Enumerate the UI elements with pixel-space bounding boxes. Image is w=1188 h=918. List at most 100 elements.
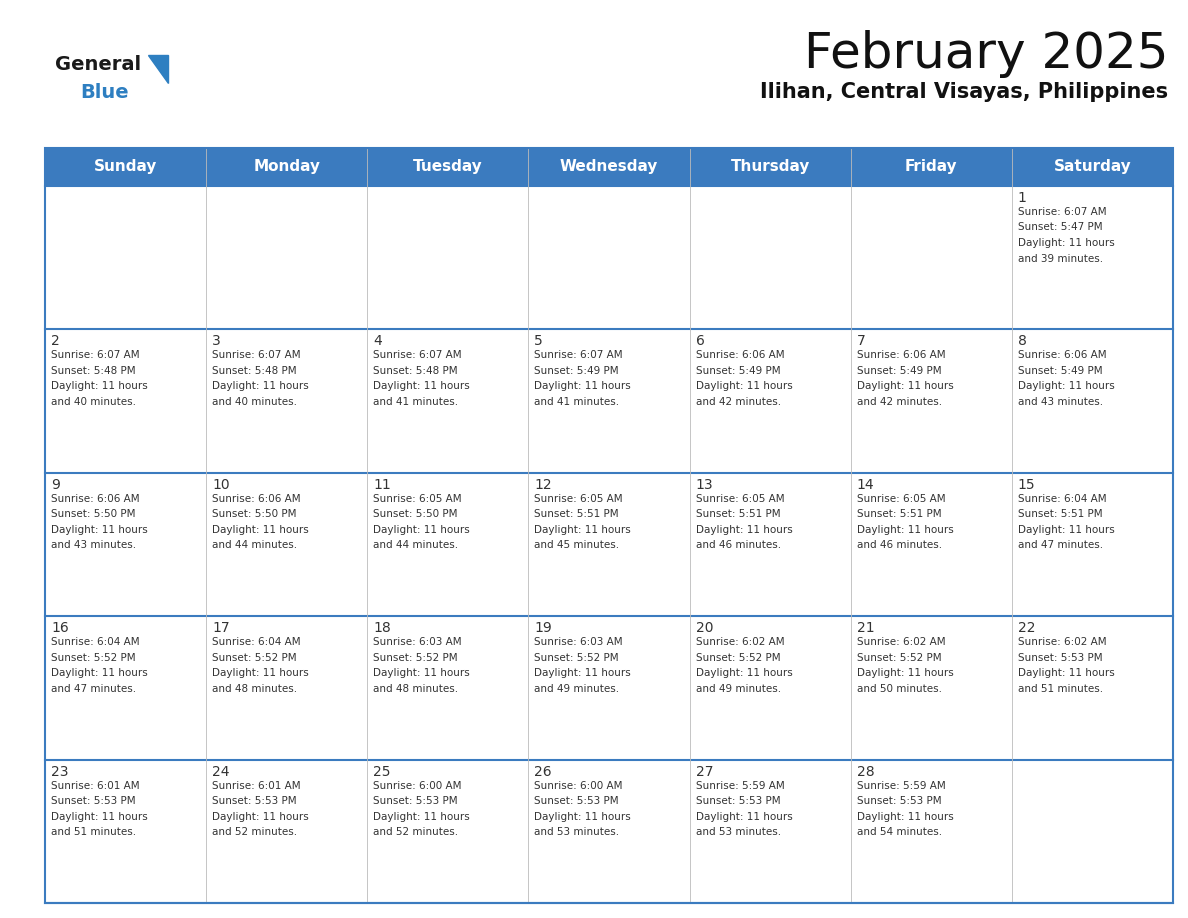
Bar — [367, 473, 529, 616]
Text: and 48 minutes.: and 48 minutes. — [213, 684, 297, 694]
Bar — [851, 330, 1012, 473]
Bar — [689, 330, 851, 473]
Text: Sunset: 5:53 PM: Sunset: 5:53 PM — [1018, 653, 1102, 663]
Text: 5: 5 — [535, 334, 543, 349]
Text: Sunrise: 6:05 AM: Sunrise: 6:05 AM — [695, 494, 784, 504]
Text: Daylight: 11 hours: Daylight: 11 hours — [695, 668, 792, 678]
Bar — [367, 616, 529, 759]
Text: and 47 minutes.: and 47 minutes. — [1018, 541, 1102, 550]
Text: Sunset: 5:53 PM: Sunset: 5:53 PM — [373, 796, 457, 806]
Bar — [1012, 473, 1173, 616]
Bar — [851, 148, 1012, 186]
Bar — [1012, 186, 1173, 330]
Text: and 51 minutes.: and 51 minutes. — [51, 827, 137, 837]
Text: Sunrise: 6:05 AM: Sunrise: 6:05 AM — [857, 494, 946, 504]
Text: and 41 minutes.: and 41 minutes. — [373, 397, 459, 407]
Bar — [207, 186, 367, 330]
Bar — [689, 186, 851, 330]
Text: Daylight: 11 hours: Daylight: 11 hours — [373, 525, 470, 535]
Text: 25: 25 — [373, 765, 391, 778]
Text: and 50 minutes.: and 50 minutes. — [857, 684, 942, 694]
Text: Sunrise: 6:03 AM: Sunrise: 6:03 AM — [535, 637, 623, 647]
Text: Sunset: 5:48 PM: Sunset: 5:48 PM — [373, 366, 457, 375]
Text: Sunset: 5:51 PM: Sunset: 5:51 PM — [857, 509, 941, 520]
Text: Daylight: 11 hours: Daylight: 11 hours — [857, 668, 954, 678]
Text: February 2025: February 2025 — [803, 30, 1168, 78]
Text: Daylight: 11 hours: Daylight: 11 hours — [51, 381, 147, 391]
Text: Sunset: 5:48 PM: Sunset: 5:48 PM — [51, 366, 135, 375]
Text: Daylight: 11 hours: Daylight: 11 hours — [51, 525, 147, 535]
Bar — [207, 148, 367, 186]
Text: and 43 minutes.: and 43 minutes. — [51, 541, 137, 550]
Text: and 40 minutes.: and 40 minutes. — [51, 397, 135, 407]
Text: Sunset: 5:48 PM: Sunset: 5:48 PM — [213, 366, 297, 375]
Text: and 41 minutes.: and 41 minutes. — [535, 397, 620, 407]
Text: and 49 minutes.: and 49 minutes. — [535, 684, 620, 694]
Bar — [851, 616, 1012, 759]
Text: Daylight: 11 hours: Daylight: 11 hours — [213, 525, 309, 535]
Bar — [851, 473, 1012, 616]
Text: Daylight: 11 hours: Daylight: 11 hours — [1018, 525, 1114, 535]
Text: Sunset: 5:47 PM: Sunset: 5:47 PM — [1018, 222, 1102, 232]
Text: Friday: Friday — [905, 160, 958, 174]
Text: Sunset: 5:52 PM: Sunset: 5:52 PM — [535, 653, 619, 663]
Text: Sunset: 5:53 PM: Sunset: 5:53 PM — [695, 796, 781, 806]
Text: and 54 minutes.: and 54 minutes. — [857, 827, 942, 837]
Text: 2: 2 — [51, 334, 59, 349]
Text: 18: 18 — [373, 621, 391, 635]
Text: Sunset: 5:50 PM: Sunset: 5:50 PM — [51, 509, 135, 520]
Text: Sunset: 5:51 PM: Sunset: 5:51 PM — [1018, 509, 1102, 520]
Text: Sunrise: 6:06 AM: Sunrise: 6:06 AM — [213, 494, 301, 504]
Text: Sunrise: 6:01 AM: Sunrise: 6:01 AM — [213, 780, 301, 790]
Text: Sunrise: 6:03 AM: Sunrise: 6:03 AM — [373, 637, 462, 647]
Text: Sunset: 5:50 PM: Sunset: 5:50 PM — [213, 509, 297, 520]
Text: 23: 23 — [51, 765, 69, 778]
Text: Sunset: 5:51 PM: Sunset: 5:51 PM — [535, 509, 619, 520]
Text: 17: 17 — [213, 621, 229, 635]
Text: Thursday: Thursday — [731, 160, 810, 174]
Bar — [529, 759, 689, 903]
Bar — [45, 616, 207, 759]
Text: and 45 minutes.: and 45 minutes. — [535, 541, 620, 550]
Text: Daylight: 11 hours: Daylight: 11 hours — [857, 525, 954, 535]
Text: and 49 minutes.: and 49 minutes. — [695, 684, 781, 694]
Text: 8: 8 — [1018, 334, 1026, 349]
Bar — [207, 759, 367, 903]
Text: Sunday: Sunday — [94, 160, 157, 174]
Text: and 46 minutes.: and 46 minutes. — [695, 541, 781, 550]
Text: Daylight: 11 hours: Daylight: 11 hours — [695, 812, 792, 822]
Bar — [45, 148, 1173, 903]
Text: Sunset: 5:49 PM: Sunset: 5:49 PM — [1018, 366, 1102, 375]
Bar — [851, 186, 1012, 330]
Text: Sunset: 5:53 PM: Sunset: 5:53 PM — [51, 796, 135, 806]
Text: Blue: Blue — [80, 83, 128, 102]
Text: Sunrise: 6:00 AM: Sunrise: 6:00 AM — [535, 780, 623, 790]
Text: Sunrise: 6:02 AM: Sunrise: 6:02 AM — [695, 637, 784, 647]
Text: and 44 minutes.: and 44 minutes. — [373, 541, 459, 550]
Bar — [1012, 148, 1173, 186]
Text: Sunset: 5:49 PM: Sunset: 5:49 PM — [695, 366, 781, 375]
Text: Daylight: 11 hours: Daylight: 11 hours — [695, 525, 792, 535]
Text: Sunrise: 6:07 AM: Sunrise: 6:07 AM — [373, 351, 462, 361]
Text: and 51 minutes.: and 51 minutes. — [1018, 684, 1102, 694]
Text: Daylight: 11 hours: Daylight: 11 hours — [373, 812, 470, 822]
Bar — [45, 330, 207, 473]
Bar — [1012, 330, 1173, 473]
Bar — [367, 148, 529, 186]
Text: Sunrise: 6:02 AM: Sunrise: 6:02 AM — [1018, 637, 1106, 647]
Text: and 43 minutes.: and 43 minutes. — [1018, 397, 1102, 407]
Bar — [45, 473, 207, 616]
Text: Wednesday: Wednesday — [560, 160, 658, 174]
Text: Tuesday: Tuesday — [413, 160, 482, 174]
Bar — [529, 148, 689, 186]
Text: 3: 3 — [213, 334, 221, 349]
Text: and 44 minutes.: and 44 minutes. — [213, 541, 297, 550]
Bar — [367, 759, 529, 903]
Text: and 52 minutes.: and 52 minutes. — [213, 827, 297, 837]
Text: Sunrise: 6:07 AM: Sunrise: 6:07 AM — [213, 351, 301, 361]
Text: 11: 11 — [373, 477, 391, 492]
Text: and 39 minutes.: and 39 minutes. — [1018, 253, 1102, 263]
Text: 24: 24 — [213, 765, 229, 778]
Text: 1: 1 — [1018, 191, 1026, 205]
Text: 7: 7 — [857, 334, 866, 349]
